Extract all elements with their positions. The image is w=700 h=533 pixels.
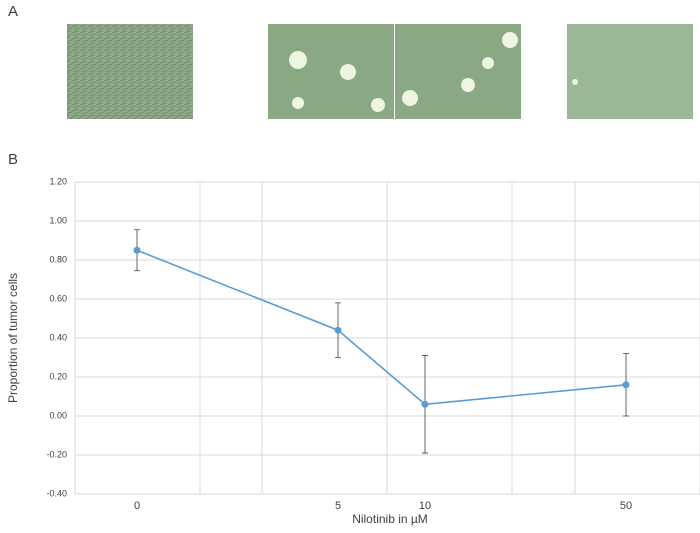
y-tick-label: 1.00 [49,215,67,225]
point [133,246,141,254]
micrograph [567,24,693,119]
panel-label: B [8,151,18,168]
line [136,249,627,406]
y-tick-label: 0.00 [49,410,67,420]
point [622,381,630,389]
point [334,326,342,334]
y-tick-label: -0.40 [46,488,67,498]
y-axis-title: Proportion of tumor cells [6,273,20,403]
y-tick-label: 1.20 [49,176,67,186]
micrograph [67,24,193,119]
x-tick-label: 50 [620,500,632,512]
point [421,400,429,408]
y-tick-label: 0.80 [49,254,67,264]
y-tick-label: -0.20 [46,449,67,459]
y-tick-label: 0.60 [49,293,67,303]
chart: -0.40 -0.20 0.00 0.20 0.40 0.60 0.80 1.00 1.20 0 5… [46,176,700,512]
bright-cells [289,32,578,112]
x-tick-label: 10 [419,500,431,512]
y-tick-label: 0.20 [49,371,67,381]
x-axis-title: Nilotinib in µM [352,512,428,526]
panel-label: A [8,3,18,20]
x-tick-label: 5 [335,500,341,512]
x-tick-label: 0 [134,500,140,512]
y-tick-label: 0.40 [49,332,67,342]
